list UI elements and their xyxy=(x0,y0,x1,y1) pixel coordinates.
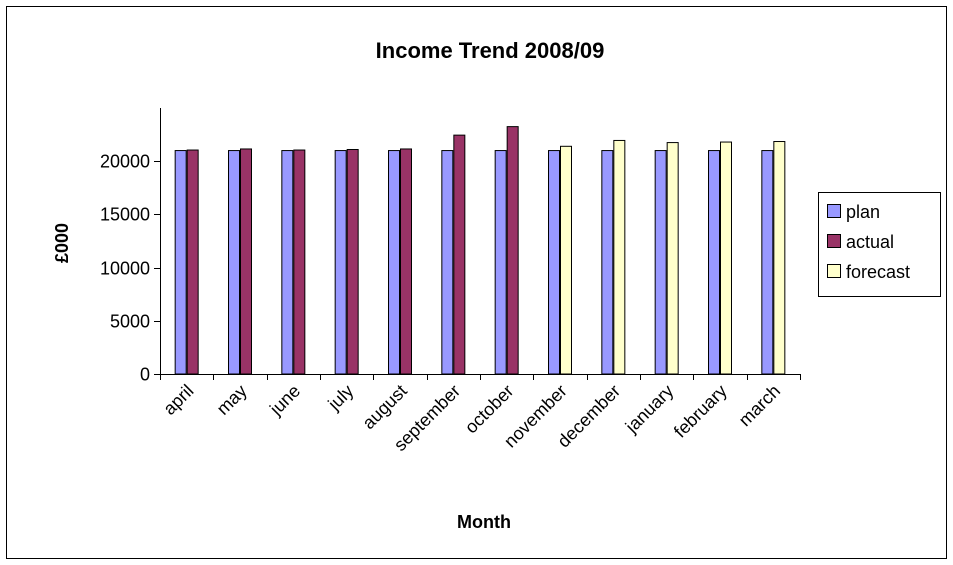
bar-plan-september[interactable] xyxy=(441,150,454,375)
bar-actual-august[interactable] xyxy=(400,148,412,375)
bar-forecast-november[interactable] xyxy=(560,145,572,375)
chart-area-border xyxy=(6,6,947,559)
legend: plan actual forecast xyxy=(818,192,941,297)
bar-forecast-february[interactable] xyxy=(720,141,732,375)
bar-plan-october[interactable] xyxy=(494,150,507,375)
x-axis-title: Month xyxy=(457,512,511,532)
bar-actual-june[interactable] xyxy=(293,149,306,375)
bar-plan-may[interactable] xyxy=(228,150,240,375)
bar-actual-may[interactable] xyxy=(240,148,252,375)
bar-forecast-january[interactable] xyxy=(666,142,679,375)
bar-actual-april[interactable] xyxy=(186,149,199,375)
bar-plan-february[interactable] xyxy=(708,150,720,375)
bar-plan-june[interactable] xyxy=(281,150,294,375)
bar-actual-july[interactable] xyxy=(346,148,359,375)
y-tick-label: 15000 xyxy=(100,205,150,225)
legend-label-actual: actual xyxy=(846,232,894,252)
y-tick-label: 0 xyxy=(140,365,150,385)
y-tick-label: 5000 xyxy=(110,312,150,332)
legend-swatch-forecast xyxy=(827,264,841,278)
chart-title: Income Trend 2008/09 xyxy=(376,38,605,63)
bar-plan-july[interactable] xyxy=(334,150,347,375)
bar-plan-march[interactable] xyxy=(761,150,774,375)
legend-label-forecast: forecast xyxy=(846,262,910,282)
bar-plan-august[interactable] xyxy=(388,150,400,375)
bar-plan-january[interactable] xyxy=(654,150,667,375)
legend-swatch-plan xyxy=(827,204,841,218)
legend-label-plan: plan xyxy=(846,202,880,222)
bar-plan-december[interactable] xyxy=(601,150,614,375)
bar-plan-november[interactable] xyxy=(548,150,560,375)
y-tick-label: 10000 xyxy=(100,259,150,279)
bar-actual-september[interactable] xyxy=(453,134,466,375)
bar-actual-october[interactable] xyxy=(506,126,519,375)
y-tick-label: 20000 xyxy=(100,152,150,172)
y-axis-title: £000 xyxy=(52,223,72,263)
bar-plan-april[interactable] xyxy=(174,150,187,375)
bar-forecast-march[interactable] xyxy=(773,141,786,375)
legend-swatch-actual xyxy=(827,234,841,248)
bar-forecast-december[interactable] xyxy=(613,139,626,375)
